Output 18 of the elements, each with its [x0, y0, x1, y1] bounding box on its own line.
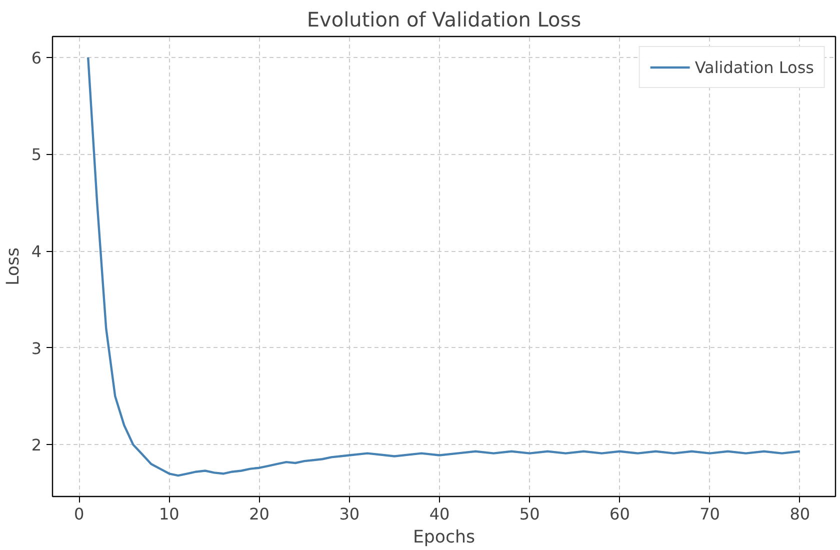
x-tick-label: 50 — [519, 504, 540, 524]
legend-label: Validation Loss — [694, 58, 814, 76]
chart-title: Evolution of Validation Loss — [306, 8, 582, 32]
x-tick-label: 0 — [74, 504, 84, 524]
x-tick-label: 60 — [610, 504, 630, 524]
y-tick-label: 5 — [31, 145, 42, 164]
x-tick-label: 80 — [790, 504, 810, 524]
x-tick-label: 70 — [700, 504, 720, 524]
y-tick-label: 2 — [31, 436, 42, 455]
x-tick-label: 20 — [249, 504, 270, 524]
x-tick-label: 40 — [429, 504, 450, 524]
y-tick-label: 3 — [31, 338, 42, 358]
y-tick-label: 6 — [31, 48, 42, 68]
y-axis-title: Loss — [3, 247, 24, 286]
x-axis-title: Epochs — [412, 528, 476, 548]
x-tick-label: 10 — [159, 504, 180, 524]
x-tick-label: 30 — [339, 504, 360, 524]
y-tick-label: 4 — [31, 242, 42, 262]
